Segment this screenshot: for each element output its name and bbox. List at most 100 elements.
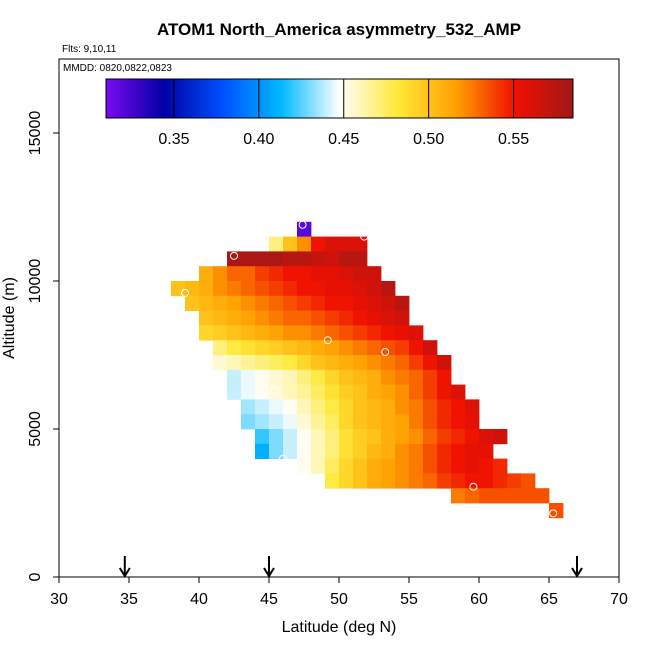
heatmap-cell [269,295,284,311]
heatmap-cell [255,266,270,282]
heatmap-cell [451,488,466,504]
heatmap-cell [241,251,256,267]
heatmap-cell [493,429,508,445]
flights-note: Flts: 9,10,11 [62,44,117,55]
heatmap-cell [367,295,382,311]
heatmap-cell [339,310,354,326]
heatmap-cell [297,325,312,341]
heatmap-cell [227,325,242,341]
heatmap-cell [367,429,382,445]
heatmap-cell [297,266,312,282]
heatmap-cell [241,325,256,341]
heatmap-cell [339,414,354,430]
heatmap-cell [325,384,340,400]
heatmap-cell [339,443,354,459]
heatmap-cell [451,473,466,489]
x-tick-label: 30 [50,591,68,608]
colorbar-tick-label: 0.50 [413,131,444,148]
heatmap-cell [353,458,368,474]
heatmap-cell [325,443,340,459]
heatmap-cell [339,266,354,282]
heatmap-cell [269,369,284,385]
heatmap-cell [395,443,410,459]
x-axis: 30 35 40 45 50 55 60 65 70 [50,577,628,608]
colorbar-tick-label: 0.55 [498,131,529,148]
x-tick-label: 35 [120,591,138,608]
heatmap-cell [423,340,438,356]
heatmap-cell [451,429,466,445]
heatmap-cell [423,473,438,489]
heatmap-cell [283,325,298,341]
heatmap-cell [479,488,494,504]
heatmap-cell [367,325,382,341]
heatmap-cell [213,325,228,341]
heatmap-cell [199,281,214,297]
heatmap-cell [493,458,508,474]
heatmap-cell [213,295,228,311]
heatmap-cell [339,281,354,297]
heatmap-cell [255,369,270,385]
flight-arrow [263,556,275,578]
heatmap-cell [339,369,354,385]
heatmap-cell [297,340,312,356]
heatmap-cell [381,399,396,415]
heatmap-cell [311,295,326,311]
heatmap-cell [255,295,270,311]
heatmap-cell [507,473,522,489]
heatmap-cell [283,340,298,356]
heatmap-cell [297,443,312,459]
heatmap-cell [311,266,326,282]
heatmap-cell [227,281,242,297]
heatmap-cell [353,340,368,356]
heatmap-cell [255,281,270,297]
heatmap-cell [325,429,340,445]
heatmap-cell [339,355,354,371]
colorbar-tick-label: 0.45 [328,131,359,148]
heatmap-cell [339,236,354,252]
heatmap-cell [325,325,340,341]
heatmap-cell [325,266,340,282]
heatmap-cell [255,325,270,341]
heatmap-cell [437,369,452,385]
heatmap-cell [311,325,326,341]
heatmap-cell [465,443,480,459]
heatmap-cell [283,369,298,385]
heatmap-cell [339,458,354,474]
heatmap-cell [493,473,508,489]
heatmap-cell [353,384,368,400]
heatmap-cell [395,414,410,430]
heatmap-cell [227,266,242,282]
heatmap-cell [297,281,312,297]
heatmap-cell [199,325,214,341]
heatmap-cell [353,473,368,489]
heatmap-cell [255,443,270,459]
heatmap-cell [269,429,284,445]
heatmap-cell [227,384,242,400]
heatmap-cell [311,443,326,459]
heatmap-cell [395,458,410,474]
heatmap-cell [241,399,256,415]
heatmap-cell [465,429,480,445]
heatmap-cell [241,295,256,311]
heatmap-cell [199,266,214,282]
heatmap-cell [227,295,242,311]
heatmap-cell [409,443,424,459]
y-tick-label: 15000 [27,111,44,156]
marker-point [270,386,279,395]
heatmap-cell [325,236,340,252]
heatmap-cell [241,355,256,371]
heatmap-cell [227,340,242,356]
heatmap-cell [465,414,480,430]
marker-point [181,288,189,297]
heatmap-cell [437,429,452,445]
heatmap-cell [395,325,410,341]
heatmap-cell [297,251,312,267]
heatmap-cell [451,399,466,415]
heatmap-cell [423,384,438,400]
heatmap-cell [241,384,256,400]
heatmap-cell [283,266,298,282]
heatmap-cell [311,236,326,252]
heatmap-cell [423,355,438,371]
heatmap-cell [227,369,242,385]
heatmap-cell [255,310,270,326]
